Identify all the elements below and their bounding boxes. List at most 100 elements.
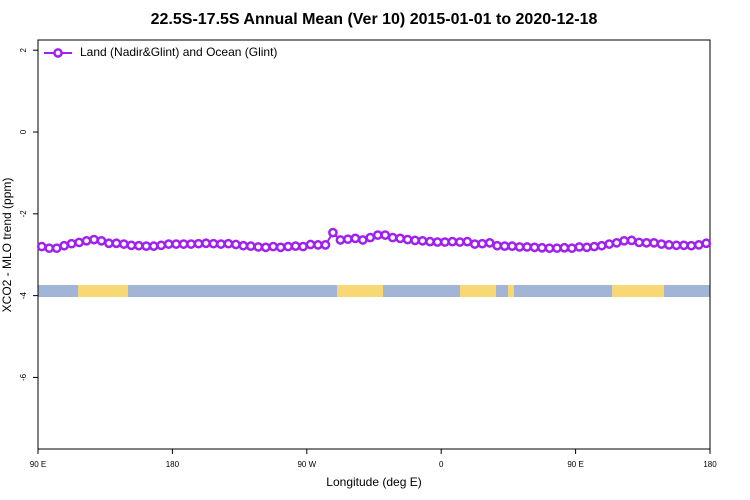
data-point: [59, 240, 69, 251]
data-point: [89, 234, 99, 245]
data-point: [328, 227, 338, 238]
data-point: [216, 239, 226, 249]
data-point: [514, 242, 525, 252]
data-point: [372, 230, 383, 240]
data-point: [544, 243, 555, 254]
data-point: [656, 239, 667, 249]
data-point: [432, 237, 443, 247]
data-point: [36, 241, 47, 252]
data-point: [686, 240, 697, 251]
data-point: [156, 240, 167, 251]
data-point: [111, 238, 122, 249]
data-point: [492, 240, 503, 251]
data-point: [537, 242, 547, 253]
data-point: [238, 240, 249, 251]
data-point: [567, 243, 577, 254]
data-point: [417, 235, 428, 246]
data-point: [447, 236, 458, 247]
data-point: [469, 239, 480, 249]
legend-label: Land (Nadir&Glint) and Ocean (Glint): [80, 45, 277, 59]
y-axis-label: XCO2 - MLO trend (ppm): [0, 178, 14, 313]
x-axis-label: Longitude (deg E): [326, 475, 421, 489]
y-tick-label: -4: [19, 292, 28, 300]
data-point: [74, 237, 84, 248]
data-point: [44, 243, 55, 254]
data-point: [701, 238, 712, 249]
data-point: [395, 233, 405, 244]
x-tick-label: 90 W: [297, 460, 316, 469]
data-point: [298, 241, 308, 252]
data-point: [440, 237, 450, 247]
data-point: [634, 237, 644, 248]
surface-strip: [38, 285, 710, 297]
legend-marker: [53, 48, 63, 58]
data-point: [357, 235, 368, 245]
data-point: [231, 239, 241, 250]
data-point: [290, 241, 301, 251]
data-point: [604, 239, 615, 249]
data-point: [208, 238, 219, 249]
x-tick-label: 180: [703, 460, 717, 469]
data-point: [283, 241, 293, 252]
data-point: [201, 238, 211, 249]
y-tick-label: 2: [19, 47, 28, 52]
y-tick-label: -2: [19, 210, 28, 218]
data-point: [552, 243, 562, 254]
y-tick-label: 0: [19, 129, 28, 134]
data-point: [163, 239, 174, 249]
data-point: [410, 235, 420, 246]
data-point: [186, 239, 196, 249]
data-point: [619, 235, 629, 246]
data-point: [178, 239, 189, 249]
chart-title: 22.5S-17.5S Annual Mean (Ver 10) 2015-01…: [151, 11, 598, 28]
data-point: [455, 237, 465, 247]
data-point: [402, 234, 413, 245]
data-point: [499, 241, 510, 251]
data-point: [380, 230, 391, 240]
data-point: [335, 235, 346, 245]
x-tick-label: 0: [439, 460, 444, 469]
data-point: [693, 240, 704, 250]
data-point: [522, 242, 532, 252]
data-point: [275, 242, 286, 253]
data-point: [477, 238, 488, 249]
data-point: [223, 238, 234, 249]
data-point: [649, 238, 659, 248]
data-point: [484, 238, 495, 248]
data-point: [320, 240, 331, 250]
data-point: [529, 242, 540, 253]
data-point: [81, 235, 92, 246]
data-point: [253, 242, 264, 252]
data-point: [193, 238, 204, 249]
data-point: [589, 241, 600, 252]
data-point: [365, 232, 376, 243]
data-point: [268, 241, 279, 252]
data-point: [260, 242, 271, 253]
x-tick-label: 90 E: [30, 460, 46, 469]
data-point: [305, 239, 316, 250]
data-point: [126, 240, 137, 251]
data-point: [245, 241, 256, 251]
data-point: [596, 240, 607, 251]
data-point: [581, 242, 592, 253]
data-point: [574, 242, 585, 252]
x-tick-label: 90 E: [567, 460, 583, 469]
data-point: [343, 234, 353, 245]
y-tick-label: -6: [19, 373, 28, 381]
data-point: [171, 239, 181, 249]
data-point: [671, 240, 682, 251]
data-point: [66, 238, 77, 249]
data-point: [104, 238, 114, 249]
data-point: [507, 241, 517, 251]
data-point: [664, 240, 674, 250]
data-point: [462, 236, 473, 247]
data-point: [626, 235, 637, 246]
data-point: [611, 238, 622, 248]
data-point: [387, 232, 398, 243]
data-point: [559, 242, 570, 253]
data-point: [641, 238, 652, 248]
data-point: [119, 239, 129, 249]
data-point: [350, 233, 361, 244]
data-point: [141, 241, 152, 251]
